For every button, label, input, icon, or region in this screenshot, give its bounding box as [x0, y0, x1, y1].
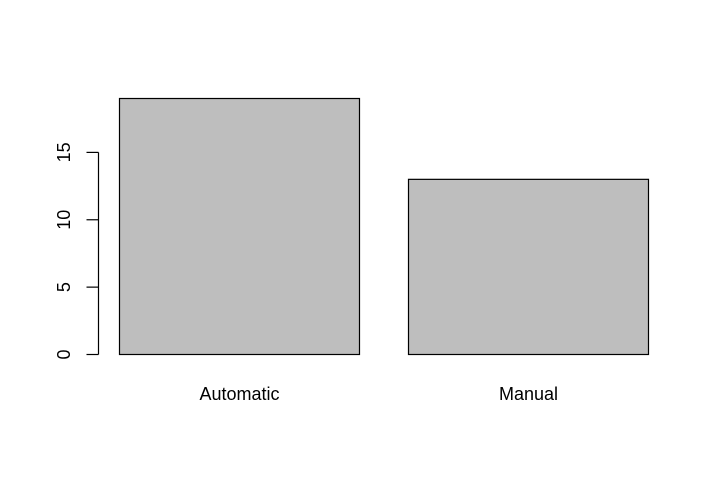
bars-group: [118, 97, 650, 356]
category-label-manual: Manual: [499, 384, 558, 404]
bar-automatic: [118, 97, 361, 356]
y-tick-label-0: 0: [54, 349, 74, 359]
x-axis-labels: Automatic Manual: [199, 384, 558, 404]
y-tick-label-5: 5: [54, 282, 74, 292]
y-tick-label-15: 15: [54, 142, 74, 162]
bar-manual: [407, 178, 650, 356]
y-tick-label-10: 10: [54, 210, 74, 230]
category-label-automatic: Automatic: [199, 384, 279, 404]
y-axis: 0 5 10 15: [54, 142, 100, 360]
